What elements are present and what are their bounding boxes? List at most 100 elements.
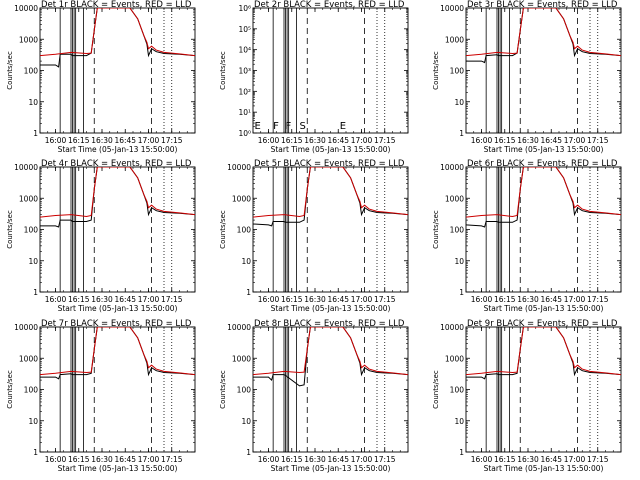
x-axis-label: Start Time (05-Jan-13 15:50:00) — [271, 145, 391, 154]
x-tick-label: 16:15 — [494, 295, 516, 304]
x-axis-label: Start Time (05-Jan-13 15:50:00) — [484, 464, 604, 473]
x-tick-label: 17:00 — [351, 295, 373, 304]
panel-title: Det 7r BLACK = Events, RED = LLD — [41, 319, 192, 329]
panel-3: Det 3r BLACK = Events, RED = LLD 1 10 100 10… — [432, 0, 622, 154]
y-tick-label: 10000 — [14, 4, 38, 13]
panel-title: Det 5r BLACK = Events, RED = LLD — [254, 159, 405, 169]
y-tick-label: 100 — [24, 67, 39, 76]
x-tick-label: 16:00 — [45, 136, 67, 145]
series-line-lld — [466, 327, 621, 376]
panel-title: Det 3r BLACK = Events, RED = LLD — [467, 0, 618, 10]
y-tick-label: 10000 — [14, 323, 38, 332]
x-tick-label: 16:30 — [517, 295, 539, 304]
x-tick-label: 16:45 — [540, 295, 562, 304]
panel-1: Det 1r BLACK = Events, RED = LLD 1 10 100 10… — [6, 0, 196, 154]
x-tick-label: 17:15 — [374, 455, 396, 464]
y-tick-label: 1 — [33, 288, 38, 297]
y-tick-label: 10 — [28, 257, 38, 266]
x-tick-label: 17:15 — [161, 455, 183, 464]
y-tick-label: 10⁰ — [238, 129, 251, 138]
y-tick-label: 1000 — [445, 35, 464, 44]
series-line-events — [466, 8, 621, 64]
x-tick-label: 17:15 — [587, 455, 609, 464]
x-tick-label: 16:00 — [258, 295, 280, 304]
x-tick-label: 16:30 — [91, 455, 113, 464]
series-line-lld — [466, 8, 621, 57]
y-tick-label: 10 — [241, 417, 251, 426]
x-tick-label: 17:15 — [161, 295, 183, 304]
y-tick-label: 10 — [28, 98, 38, 107]
y-tick-label: 10000 — [440, 323, 464, 332]
panel-9: Det 9r BLACK = Events, RED = LLD 1 10 100 10… — [432, 319, 622, 473]
series-line-events — [253, 327, 408, 387]
y-axis-label: Counts/sec — [432, 210, 440, 249]
series-line-lld — [466, 167, 621, 218]
x-tick-label: 16:30 — [304, 455, 326, 464]
x-tick-label: 16:45 — [327, 136, 349, 145]
y-axis-label: Counts/sec — [219, 51, 227, 90]
y-axis-label: Counts/sec — [6, 370, 14, 409]
x-tick-label: 16:30 — [304, 136, 326, 145]
y-tick-label: 1000 — [232, 194, 251, 203]
x-tick-label: 16:45 — [540, 136, 562, 145]
y-tick-label: 10000 — [14, 163, 38, 172]
series-line-events — [40, 167, 195, 228]
y-tick-label: 100 — [24, 386, 39, 395]
y-tick-label: 10000 — [227, 323, 251, 332]
x-axis-label: Start Time (05-Jan-13 15:50:00) — [271, 304, 391, 313]
x-axis-label: Start Time (05-Jan-13 15:50:00) — [58, 304, 178, 313]
panel-title: Det 9r BLACK = Events, RED = LLD — [467, 319, 618, 329]
x-tick-label: 16:45 — [114, 295, 136, 304]
x-tick-label: 17:00 — [564, 136, 586, 145]
x-axis-label: Start Time (05-Jan-13 15:50:00) — [58, 145, 178, 154]
panel-5: Det 5r BLACK = Events, RED = LLD 1 10 100 10… — [219, 159, 409, 313]
x-tick-label: 17:00 — [138, 136, 160, 145]
series-line-lld — [253, 167, 408, 218]
y-tick-label: 100 — [450, 67, 465, 76]
series-line-lld — [253, 327, 408, 376]
y-tick-label: 1 — [246, 448, 251, 457]
y-tick-label: 1 — [33, 448, 38, 457]
y-tick-label: 10⁴ — [238, 46, 251, 55]
y-tick-label: 1000 — [445, 194, 464, 203]
y-tick-label: 1 — [459, 288, 464, 297]
y-tick-label: 1000 — [232, 354, 251, 363]
x-tick-label: 17:15 — [374, 136, 396, 145]
x-tick-label: 17:00 — [138, 295, 160, 304]
panel-title: Det 1r BLACK = Events, RED = LLD — [41, 0, 192, 10]
x-tick-label: 17:00 — [564, 295, 586, 304]
y-tick-label: 100 — [24, 226, 39, 235]
x-tick-label: 16:00 — [258, 455, 280, 464]
y-tick-label: 100 — [237, 226, 252, 235]
x-tick-label: 16:30 — [91, 295, 113, 304]
panel-title: Det 8r BLACK = Events, RED = LLD — [254, 319, 405, 329]
y-tick-label: 1000 — [19, 194, 38, 203]
x-tick-label: 16:00 — [45, 455, 67, 464]
panel-title: Det 6r BLACK = Events, RED = LLD — [467, 159, 618, 169]
y-axis-label: Counts/sec — [219, 370, 227, 409]
x-tick-label: 17:15 — [161, 136, 183, 145]
x-tick-label: 16:15 — [281, 136, 303, 145]
y-axis-label: Counts/sec — [6, 210, 14, 249]
x-tick-label: 17:15 — [374, 295, 396, 304]
series-line-lld — [40, 167, 195, 218]
y-tick-label: 1 — [459, 129, 464, 138]
y-tick-label: 1000 — [19, 35, 38, 44]
panel-4: Det 4r BLACK = Events, RED = LLD 1 10 100 10… — [6, 159, 196, 313]
x-tick-label: 16:15 — [494, 455, 516, 464]
flag-label: F — [286, 121, 292, 132]
x-tick-label: 16:00 — [471, 295, 493, 304]
y-tick-label: 10 — [454, 257, 464, 266]
x-axis-label: Start Time (05-Jan-13 15:50:00) — [484, 304, 604, 313]
x-tick-label: 16:15 — [494, 136, 516, 145]
series-line-lld — [40, 327, 195, 376]
series-line-events — [466, 167, 621, 228]
x-tick-label: 16:15 — [281, 455, 303, 464]
y-tick-label: 10 — [241, 257, 251, 266]
y-tick-label: 1 — [459, 448, 464, 457]
panel-7: Det 7r BLACK = Events, RED = LLD 1 10 100 10… — [6, 319, 196, 473]
y-tick-label: 10² — [238, 87, 251, 96]
x-tick-label: 17:15 — [587, 295, 609, 304]
series-line-events — [466, 327, 621, 380]
x-axis-label: Start Time (05-Jan-13 15:50:00) — [484, 145, 604, 154]
